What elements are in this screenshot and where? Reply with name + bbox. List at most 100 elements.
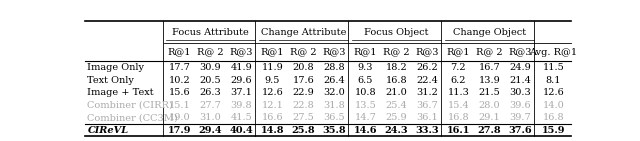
Text: R@3: R@3 <box>415 48 439 57</box>
Text: 6.2: 6.2 <box>451 76 466 85</box>
Text: 24.3: 24.3 <box>385 126 408 135</box>
Text: 37.1: 37.1 <box>230 88 252 97</box>
Text: 28.8: 28.8 <box>324 63 345 72</box>
Text: 15.1: 15.1 <box>168 101 190 110</box>
Text: 25.9: 25.9 <box>385 113 407 122</box>
Text: R@1: R@1 <box>354 48 377 57</box>
Text: 11.9: 11.9 <box>262 63 284 72</box>
Text: R@3: R@3 <box>230 48 253 57</box>
Text: Image + Text: Image + Text <box>88 88 154 97</box>
Text: 18.2: 18.2 <box>385 63 407 72</box>
Text: 14.8: 14.8 <box>260 126 284 135</box>
Text: 22.4: 22.4 <box>417 76 438 85</box>
Text: 25.8: 25.8 <box>292 126 316 135</box>
Text: 21.5: 21.5 <box>479 88 500 97</box>
Text: Text Only: Text Only <box>88 76 134 85</box>
Text: 12.6: 12.6 <box>543 88 564 97</box>
Text: 11.5: 11.5 <box>543 63 564 72</box>
Text: 15.6: 15.6 <box>169 88 190 97</box>
Text: 28.0: 28.0 <box>479 101 500 110</box>
Text: 15.9: 15.9 <box>541 126 565 135</box>
Text: R@ 2: R@ 2 <box>383 48 410 57</box>
Text: Change Object: Change Object <box>452 28 526 37</box>
Text: 32.0: 32.0 <box>324 88 346 97</box>
Text: 31.2: 31.2 <box>417 88 438 97</box>
Text: 24.9: 24.9 <box>509 63 531 72</box>
Text: Change Attribute: Change Attribute <box>260 28 346 37</box>
Text: 16.7: 16.7 <box>479 63 500 72</box>
Text: 26.2: 26.2 <box>417 63 438 72</box>
Text: 20.5: 20.5 <box>200 76 221 85</box>
Text: 21.4: 21.4 <box>509 76 531 85</box>
Text: 39.8: 39.8 <box>230 101 252 110</box>
Text: 11.3: 11.3 <box>447 88 469 97</box>
Text: 8.1: 8.1 <box>546 76 561 85</box>
Text: 17.6: 17.6 <box>292 76 314 85</box>
Text: 29.4: 29.4 <box>198 126 222 135</box>
Text: 35.8: 35.8 <box>323 126 346 135</box>
Text: 14.0: 14.0 <box>543 101 564 110</box>
Text: Image Only: Image Only <box>88 63 145 72</box>
Text: 33.3: 33.3 <box>415 126 439 135</box>
Text: R@1: R@1 <box>260 48 284 57</box>
Text: 36.1: 36.1 <box>417 113 438 122</box>
Text: 16.8: 16.8 <box>543 113 564 122</box>
Text: 17.9: 17.9 <box>168 126 191 135</box>
Text: 20.8: 20.8 <box>292 63 314 72</box>
Text: 30.3: 30.3 <box>509 88 531 97</box>
Text: 13.9: 13.9 <box>479 76 500 85</box>
Text: 9.5: 9.5 <box>265 76 280 85</box>
Text: 21.0: 21.0 <box>385 88 407 97</box>
Text: 6.5: 6.5 <box>358 76 373 85</box>
Text: 27.5: 27.5 <box>292 113 314 122</box>
Text: 22.8: 22.8 <box>292 101 314 110</box>
Text: 7.2: 7.2 <box>451 63 466 72</box>
Text: 26.4: 26.4 <box>324 76 346 85</box>
Text: 39.6: 39.6 <box>509 101 531 110</box>
Text: 16.8: 16.8 <box>385 76 407 85</box>
Text: R@1: R@1 <box>447 48 470 57</box>
Text: CIReVL: CIReVL <box>88 126 129 135</box>
Text: 16.8: 16.8 <box>447 113 469 122</box>
Text: 27.7: 27.7 <box>200 101 221 110</box>
Text: 29.6: 29.6 <box>230 76 252 85</box>
Text: 17.7: 17.7 <box>168 63 191 72</box>
Text: 16.1: 16.1 <box>447 126 470 135</box>
Text: 15.4: 15.4 <box>447 101 469 110</box>
Text: R@3: R@3 <box>509 48 532 57</box>
Text: 26.3: 26.3 <box>200 88 221 97</box>
Text: 10.8: 10.8 <box>355 88 376 97</box>
Text: R@ 2: R@ 2 <box>290 48 317 57</box>
Text: 14.7: 14.7 <box>355 113 376 122</box>
Text: 22.9: 22.9 <box>292 88 314 97</box>
Text: 16.6: 16.6 <box>262 113 284 122</box>
Text: 12.6: 12.6 <box>262 88 284 97</box>
Text: R@ 2: R@ 2 <box>197 48 224 57</box>
Text: R@3: R@3 <box>323 48 346 57</box>
Text: Focus Object: Focus Object <box>364 28 429 37</box>
Text: 19.0: 19.0 <box>169 113 190 122</box>
Text: Focus Attribute: Focus Attribute <box>172 28 249 37</box>
Text: 27.8: 27.8 <box>477 126 501 135</box>
Text: R@1: R@1 <box>168 48 191 57</box>
Text: 31.8: 31.8 <box>324 101 346 110</box>
Text: 36.7: 36.7 <box>417 101 438 110</box>
Text: 39.7: 39.7 <box>509 113 531 122</box>
Text: 41.5: 41.5 <box>230 113 252 122</box>
Text: 9.3: 9.3 <box>358 63 373 72</box>
Text: 13.5: 13.5 <box>355 101 376 110</box>
Text: 36.5: 36.5 <box>324 113 345 122</box>
Text: 40.4: 40.4 <box>230 126 253 135</box>
Text: 37.6: 37.6 <box>509 126 532 135</box>
Text: Combiner (CC3M): Combiner (CC3M) <box>88 113 178 122</box>
Text: 31.0: 31.0 <box>200 113 221 122</box>
Text: Combiner (CIRR): Combiner (CIRR) <box>88 101 173 110</box>
Text: 12.1: 12.1 <box>262 101 284 110</box>
Text: R@ 2: R@ 2 <box>476 48 502 57</box>
Text: 29.1: 29.1 <box>479 113 500 122</box>
Text: Avg. R@1: Avg. R@1 <box>529 48 577 57</box>
Text: 30.9: 30.9 <box>200 63 221 72</box>
Text: 41.9: 41.9 <box>230 63 252 72</box>
Text: 25.4: 25.4 <box>385 101 407 110</box>
Text: 14.6: 14.6 <box>354 126 377 135</box>
